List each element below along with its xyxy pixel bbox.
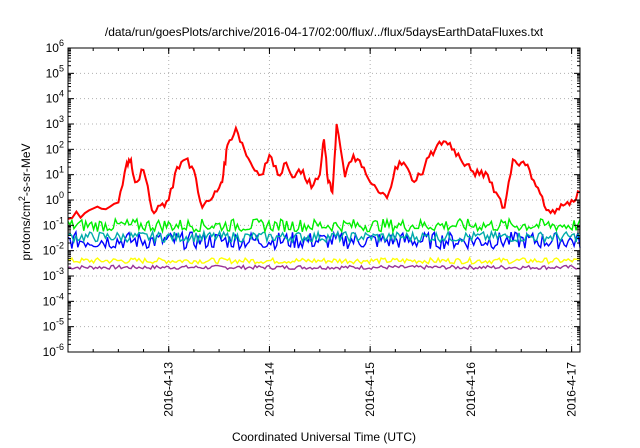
y-tick-label: 100 (46, 190, 64, 207)
series-line (67, 229, 581, 252)
y-axis-label-prefix: protons/cm (19, 201, 33, 260)
x-tick-label: 2016-4-15 (363, 362, 377, 417)
tick-marks (67, 47, 580, 353)
series-line (67, 256, 581, 265)
y-tick-label: 102 (46, 139, 64, 156)
y-tick-label: 10-1 (43, 215, 64, 232)
y-tick-label: 104 (46, 89, 64, 106)
x-tick-label: 2016-4-13 (162, 362, 176, 417)
y-tick-label: 106 (46, 38, 64, 55)
series-line-proton-flux (67, 123, 581, 220)
y-axis-label-sup: 2 (17, 196, 27, 201)
x-tick-label: 2016-4-16 (464, 362, 478, 417)
y-tick-label: 101 (46, 165, 64, 182)
y-tick-label: 103 (46, 114, 64, 131)
y-tick-label: 105 (46, 63, 64, 80)
y-tick-label: 10-2 (43, 241, 64, 258)
x-axis-label: Coordinated Universal Time (UTC) (232, 430, 416, 444)
chart-title: /data/run/goesPlots/archive/2016-04-17/0… (105, 25, 544, 39)
y-tick-label: 10-6 (43, 342, 64, 359)
x-tick-label: 2016-4-14 (262, 362, 276, 417)
series-line (67, 264, 581, 271)
y-tick-labels: 10-6 10-5 10-4 10-3 10-2 10-1 100 101 102 103 104 1… (43, 38, 64, 359)
y-tick-label: 10-4 (43, 291, 64, 308)
x-tick-label: 2016-4-17 (565, 362, 579, 417)
series-group (67, 123, 581, 271)
y-tick-label: 10-5 (43, 317, 64, 334)
y-tick-label: 10-3 (43, 266, 64, 283)
x-tick-labels: 2016-4-13 2016-4-14 2016-4-15 2016-4-16 2016… (162, 362, 579, 417)
y-axis-label-suffix: -s-sr-MeV (19, 143, 33, 196)
series-line (67, 229, 581, 245)
series-line (67, 216, 581, 235)
y-axis-label: protons/cm2-s-sr-MeV (17, 143, 33, 260)
